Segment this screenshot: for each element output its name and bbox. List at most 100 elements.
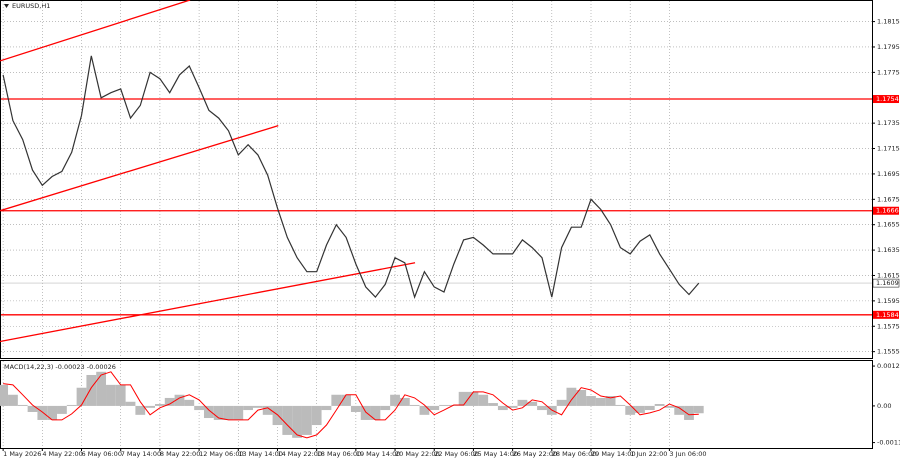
- macd-bar: [27, 405, 38, 412]
- x-tick-label: 4 May 22:00: [42, 450, 82, 458]
- macd-bar: [243, 405, 253, 411]
- macd-bar: [164, 397, 175, 406]
- macd-bar: [125, 401, 136, 406]
- level-tag: [873, 95, 899, 104]
- x-tick-label: 8 May 22:00: [160, 450, 200, 458]
- macd-bar: [556, 399, 567, 406]
- macd-bar: [135, 405, 146, 415]
- y-tick-label: 1.1655: [877, 221, 900, 229]
- y-tick-label: 1.1675: [877, 195, 900, 203]
- macd-bar: [478, 394, 489, 406]
- macd-bar: [106, 384, 116, 406]
- macd-bar: [252, 405, 263, 408]
- x-tick-label: 22 May 06:00: [434, 450, 479, 458]
- macd-bar: [370, 405, 381, 420]
- level-label: 1.1666: [876, 207, 899, 215]
- x-tick-label: 19 May 14:00: [356, 450, 401, 458]
- y-tick-label: 1.1775: [877, 68, 900, 76]
- macd-bar: [223, 405, 234, 420]
- macd-bar: [566, 387, 577, 406]
- macd-bar: [292, 405, 302, 438]
- y-tick-label: 1.1575: [877, 322, 900, 330]
- macd-bar: [8, 394, 18, 406]
- macd-bar: [674, 405, 685, 415]
- macd-bar: [86, 374, 97, 406]
- macd-bar: [321, 405, 332, 411]
- x-tick-label: 26 May 22:00: [513, 450, 558, 458]
- macd-bar: [17, 404, 28, 406]
- macd-bar: [625, 405, 636, 415]
- y-tick-label: 0.00: [877, 402, 891, 410]
- macd-bar: [507, 405, 518, 408]
- macd-bar: [390, 394, 400, 406]
- macd-bar: [233, 405, 244, 420]
- macd-bar: [468, 391, 479, 406]
- y-tick-label: -0.00115: [877, 439, 900, 447]
- level-label: 1.1584: [876, 311, 899, 319]
- y-tick-label: 1.1595: [877, 297, 900, 305]
- macd-bar: [350, 405, 361, 412]
- x-tick-label: 3 Jun 06:00: [669, 450, 706, 458]
- macd-bar: [654, 404, 665, 406]
- macd-bar: [66, 404, 77, 406]
- macd-bar: [380, 405, 391, 411]
- macd-bar: [301, 405, 312, 435]
- macd-bar: [0, 384, 9, 406]
- macd-bar: [399, 397, 410, 406]
- x-tick-label: 1 Jun 22:00: [630, 450, 667, 458]
- price-panel: [0, 0, 873, 359]
- x-tick-label: 18 May 06:00: [317, 450, 362, 458]
- y-tick-label: 1.1795: [877, 43, 900, 51]
- macd-bar: [155, 404, 165, 406]
- y-tick-label: 1.1695: [877, 170, 900, 178]
- price-line: [2, 55, 700, 299]
- y-tick-label: 1.1555: [877, 348, 900, 356]
- trend-line: [0, 262, 416, 343]
- macd-bar: [282, 405, 293, 435]
- x-tick-label: 1 May 2026: [3, 450, 41, 458]
- macd-bar: [517, 399, 528, 406]
- last-price-label: 1.1609: [876, 279, 899, 287]
- macd-bar: [409, 404, 420, 406]
- macd-bar: [174, 394, 185, 406]
- macd-bar: [586, 396, 596, 406]
- macd-bar: [615, 404, 626, 406]
- macd-bar: [429, 405, 440, 411]
- last-price-tag: [872, 278, 900, 288]
- menu-triangle: [4, 4, 9, 8]
- x-tick-label: 14 May 22:00: [277, 450, 322, 458]
- macd-bar: [439, 404, 449, 406]
- macd-bar: [115, 384, 126, 406]
- macd-bar: [203, 405, 214, 419]
- symbol-title: EURUSD,H1: [12, 2, 50, 10]
- macd-title: MACD(14,22,3) -0.00023 -0.00026: [4, 363, 116, 371]
- y-tick-label: 1.1735: [877, 119, 900, 127]
- macd-bar: [664, 405, 675, 408]
- macd-bar: [331, 394, 342, 406]
- level-label: 1.1754: [876, 95, 899, 103]
- macd-bar: [605, 396, 616, 406]
- macd-bar: [684, 405, 694, 420]
- macd-bar: [537, 405, 547, 411]
- macd-bar: [213, 405, 224, 420]
- macd-bar: [311, 405, 322, 426]
- macd-bar: [262, 405, 273, 415]
- macd-bar: [693, 405, 704, 414]
- macd-bar: [527, 401, 538, 406]
- macd-bar: [635, 405, 645, 413]
- macd-bar: [458, 391, 469, 406]
- x-tick-label: 12 May 06:00: [199, 450, 244, 458]
- macd-bar: [57, 405, 67, 414]
- macd-bar: [595, 397, 606, 406]
- macd-bar: [145, 405, 156, 408]
- trend-line: [0, 0, 191, 62]
- y-tick-label: 1.1715: [877, 145, 900, 153]
- x-tick-label: 28 May 06:00: [552, 450, 597, 458]
- level-tag: [873, 310, 899, 319]
- x-tick-label: 29 May 14:00: [591, 450, 636, 458]
- macd-bar: [341, 394, 351, 406]
- macd-bar: [497, 405, 508, 411]
- macd-bar: [644, 405, 655, 411]
